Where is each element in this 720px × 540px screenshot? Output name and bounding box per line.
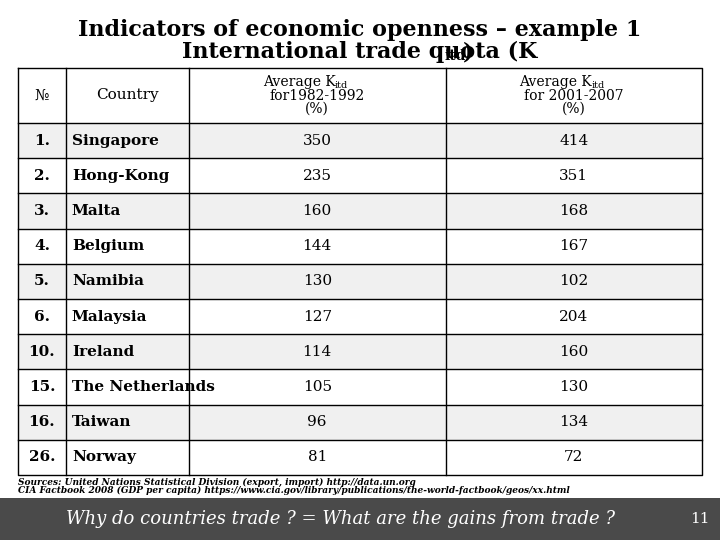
Text: CIA Factbook 2008 (GDP per capita) https://www.cia.gov/library/publications/the-: CIA Factbook 2008 (GDP per capita) https… xyxy=(18,486,570,495)
Text: Why do countries trade ? = What are the gains from trade ?: Why do countries trade ? = What are the … xyxy=(66,510,614,528)
Text: itd: itd xyxy=(444,49,466,63)
Text: 10.: 10. xyxy=(29,345,55,359)
Text: Norway: Norway xyxy=(72,450,136,464)
Text: for1982-1992: for1982-1992 xyxy=(269,89,365,103)
Text: 351: 351 xyxy=(559,169,588,183)
Text: 167: 167 xyxy=(559,239,588,253)
Text: 102: 102 xyxy=(559,274,588,288)
Text: International trade quota (K: International trade quota (K xyxy=(182,41,538,63)
Text: 134: 134 xyxy=(559,415,588,429)
Text: 2.: 2. xyxy=(34,169,50,183)
Text: 204: 204 xyxy=(559,309,588,323)
Text: ): ) xyxy=(463,41,473,63)
Text: 81: 81 xyxy=(307,450,327,464)
Text: Country: Country xyxy=(96,89,158,103)
Text: 235: 235 xyxy=(302,169,332,183)
Bar xyxy=(18,193,702,228)
Text: Belgium: Belgium xyxy=(72,239,144,253)
Text: 96: 96 xyxy=(307,415,327,429)
Text: 6.: 6. xyxy=(34,309,50,323)
Text: 114: 114 xyxy=(302,345,332,359)
Bar xyxy=(18,440,702,475)
Text: 160: 160 xyxy=(302,204,332,218)
Text: Malta: Malta xyxy=(72,204,121,218)
Text: 4.: 4. xyxy=(34,239,50,253)
Text: 3.: 3. xyxy=(34,204,50,218)
Bar xyxy=(0,498,720,540)
Text: Indicators of economic openness – example 1: Indicators of economic openness – exampl… xyxy=(78,19,642,41)
Text: Average K: Average K xyxy=(263,75,336,89)
Text: 11: 11 xyxy=(690,512,710,526)
Bar xyxy=(18,369,702,404)
Text: (%): (%) xyxy=(305,102,329,116)
Text: 130: 130 xyxy=(559,380,588,394)
Text: for 2001-2007: for 2001-2007 xyxy=(524,89,624,103)
Bar xyxy=(18,228,702,264)
Text: Singapore: Singapore xyxy=(72,133,158,147)
Text: 127: 127 xyxy=(302,309,332,323)
Text: 5.: 5. xyxy=(34,274,50,288)
Bar xyxy=(18,334,702,369)
Bar xyxy=(18,68,702,123)
Text: Sources: United Nations Statistical Division (export, import) http://data.un.org: Sources: United Nations Statistical Divi… xyxy=(18,478,415,487)
Text: 16.: 16. xyxy=(29,415,55,429)
Bar xyxy=(18,123,702,158)
Text: The Netherlands: The Netherlands xyxy=(72,380,215,394)
Bar xyxy=(18,264,702,299)
Text: 168: 168 xyxy=(559,204,588,218)
Text: (%): (%) xyxy=(562,102,585,116)
Text: Ireland: Ireland xyxy=(72,345,134,359)
Text: Malaysia: Malaysia xyxy=(72,309,148,323)
Text: 350: 350 xyxy=(302,133,332,147)
Text: №: № xyxy=(35,89,49,103)
Bar xyxy=(18,299,702,334)
Text: Hong-Kong: Hong-Kong xyxy=(72,169,169,183)
Text: 130: 130 xyxy=(302,274,332,288)
Text: Average K: Average K xyxy=(519,75,592,89)
Text: 160: 160 xyxy=(559,345,588,359)
Text: 1.: 1. xyxy=(34,133,50,147)
Text: Taiwan: Taiwan xyxy=(72,415,131,429)
Text: 144: 144 xyxy=(302,239,332,253)
Text: Namibia: Namibia xyxy=(72,274,144,288)
Bar xyxy=(18,158,702,193)
Text: 105: 105 xyxy=(302,380,332,394)
Text: 414: 414 xyxy=(559,133,588,147)
Text: itd: itd xyxy=(335,80,348,90)
Text: 15.: 15. xyxy=(29,380,55,394)
Text: itd: itd xyxy=(591,80,604,90)
Text: 26.: 26. xyxy=(29,450,55,464)
Bar xyxy=(18,404,702,440)
Text: 72: 72 xyxy=(564,450,583,464)
